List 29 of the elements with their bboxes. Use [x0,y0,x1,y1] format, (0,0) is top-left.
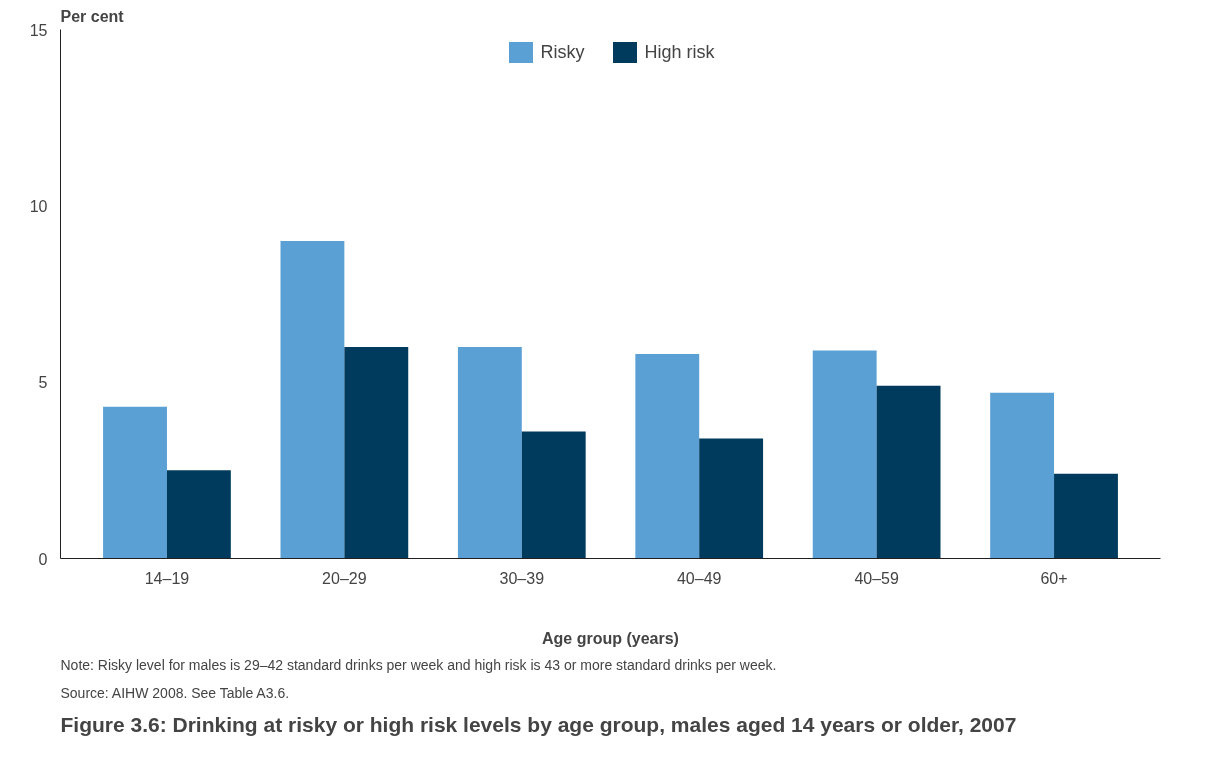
text: Note: Risky level for males is 29–42 standard drinks per week and high risk is 43 or more standard drinks per week. [60,656,777,673]
source-note: Source: AIHW 2008. See Table A3.6. [60,684,290,701]
x-tick-label: 14–19 [144,569,190,587]
y-tick-label: 15 [29,21,48,39]
x-tick-label: 30–39 [499,569,545,587]
bar [166,470,231,559]
bar [457,346,522,559]
bar [344,346,409,559]
y-axis-title: Per cent [60,7,125,25]
x-tick-label: 20–29 [322,569,367,587]
legend-label: High risk [644,41,715,63]
legend-label: Risky [540,41,585,63]
y-tick-label: 0 [38,550,48,568]
x-tick-label: 60+ [1040,569,1068,587]
x-tick-label: 40–49 [676,569,722,587]
y-tick-label: 10 [29,197,48,215]
bar [280,241,345,559]
bar [812,350,877,559]
bar [876,385,941,559]
bar [1054,473,1118,559]
x-axis-title: Age group (years) [542,629,679,647]
x-tick-label: 40–59 [854,569,899,587]
bar [635,353,700,559]
bar [521,431,586,559]
bar [699,438,764,559]
bar [103,406,167,559]
bar [990,392,1055,559]
y-tick-label: 5 [38,374,48,392]
text: Figure 3.6: Drinking at risky or high risk levels by age group, males aged 14 years or older, 2007 [60,712,1017,736]
